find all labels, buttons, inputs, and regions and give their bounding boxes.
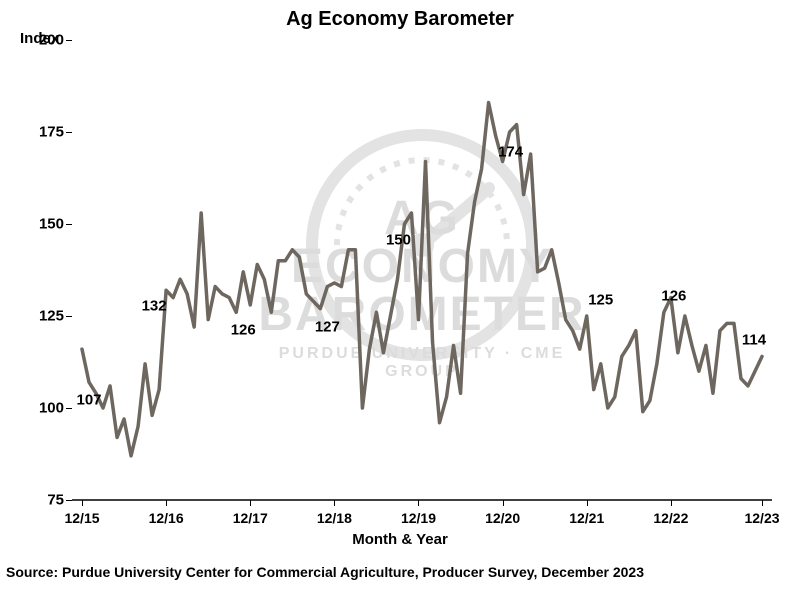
y-tick-mark — [66, 40, 72, 41]
plot-area: AG ECONOMY BAROMETER PURDUE UNIVERSITY ·… — [72, 40, 772, 500]
y-tick-mark — [66, 500, 72, 501]
y-tick-mark — [66, 224, 72, 225]
chart-container: Ag Economy Barometer Index AG ECONOMY BA… — [0, 0, 800, 590]
x-tick-mark — [671, 500, 672, 506]
x-tick-mark — [587, 500, 588, 506]
data-point-label: 114 — [742, 332, 766, 349]
y-tick-label: 75 — [47, 492, 64, 509]
x-tick-label: 12/20 — [485, 510, 520, 526]
x-tick-mark — [334, 500, 335, 506]
y-tick-label: 150 — [39, 216, 64, 233]
x-tick-label: 12/18 — [317, 510, 352, 526]
x-tick-mark — [762, 500, 763, 506]
y-tick-label: 175 — [39, 124, 64, 141]
data-point-label: 127 — [315, 318, 340, 335]
data-point-label: 125 — [588, 292, 613, 309]
x-tick-mark — [166, 500, 167, 506]
source-text: Source: Purdue University Center for Com… — [6, 564, 644, 580]
data-point-label: 132 — [142, 298, 167, 315]
x-tick-label: 12/16 — [149, 510, 184, 526]
x-tick-label: 12/23 — [744, 510, 779, 526]
y-tick-label: 100 — [39, 400, 64, 417]
x-tick-label: 12/15 — [64, 510, 99, 526]
x-tick-label: 12/22 — [653, 510, 688, 526]
y-tick-mark — [66, 408, 72, 409]
data-point-label: 150 — [386, 232, 411, 249]
x-axis-label: Month & Year — [0, 531, 800, 548]
data-line — [72, 40, 772, 500]
x-tick-mark — [82, 500, 83, 506]
x-tick-label: 12/17 — [233, 510, 268, 526]
x-tick-label: 12/21 — [569, 510, 604, 526]
y-tick-label: 125 — [39, 308, 64, 325]
data-point-label: 107 — [76, 392, 101, 409]
x-tick-mark — [250, 500, 251, 506]
x-tick-label: 12/19 — [401, 510, 436, 526]
x-tick-mark — [418, 500, 419, 506]
data-point-label: 174 — [498, 143, 523, 160]
chart-title: Ag Economy Barometer — [0, 8, 800, 31]
y-tick-mark — [66, 132, 72, 133]
y-tick-mark — [66, 316, 72, 317]
data-point-label: 126 — [231, 322, 256, 339]
data-point-label: 126 — [661, 288, 686, 305]
x-tick-mark — [503, 500, 504, 506]
y-tick-label: 200 — [39, 32, 64, 49]
